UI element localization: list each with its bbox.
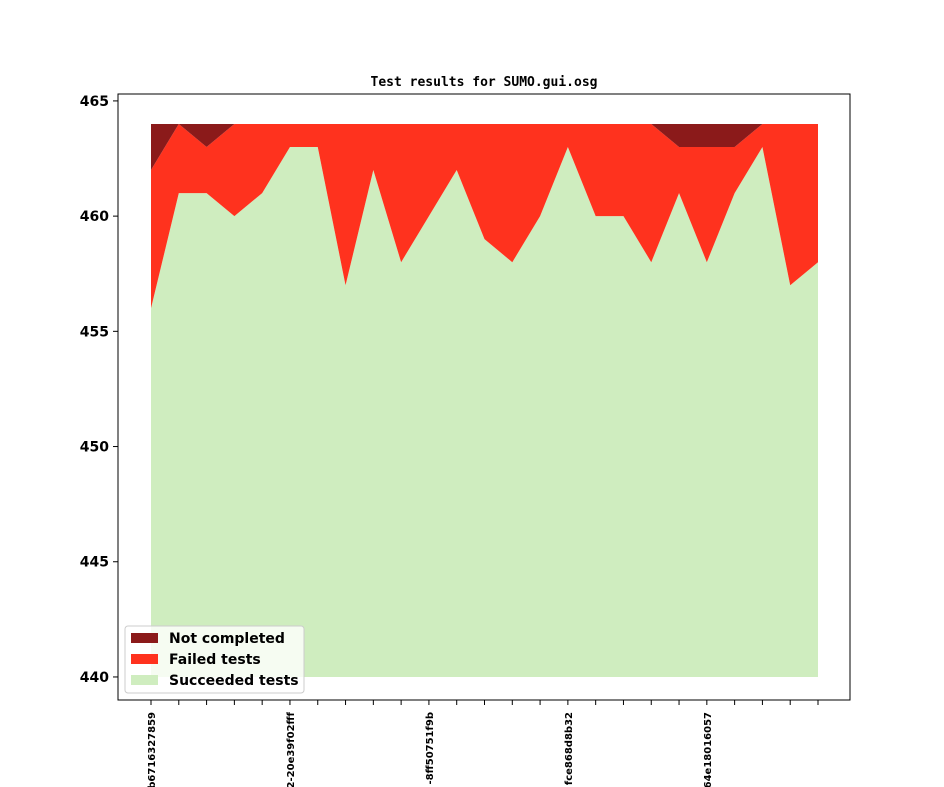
area-succeeded-tests [151, 146, 818, 677]
x-tick-label: -8ff50751f9b [425, 712, 436, 784]
x-tick-label: b6716327859 [147, 712, 158, 787]
chart-title: Test results for SUMO.gui.osg [371, 75, 598, 90]
legend: Not completed Failed tests Succeeded tests [124, 625, 305, 694]
x-axis: b6716327859 2-20e39f02fff -8ff50751f9b fce8… [147, 700, 819, 787]
x-tick-label: 64e18016057 [703, 712, 714, 787]
y-axis: 440 445 450 455 460 465 [80, 94, 118, 686]
plot-area [151, 123, 818, 677]
plot-frame [117, 93, 851, 701]
y-tick-label: 455 [80, 324, 109, 340]
x-tick-label: 2-20e39f02fff [286, 711, 297, 787]
y-tick-label: 450 [80, 440, 109, 456]
area-failed-tests [151, 123, 818, 309]
legend-label-failed-tests: Failed tests [169, 652, 261, 668]
legend-swatch-not-completed [131, 633, 158, 643]
y-tick-label: 440 [80, 670, 109, 686]
legend-swatch-succeeded-tests [131, 675, 158, 685]
y-tick-label: 460 [80, 209, 109, 225]
y-tick-label: 445 [80, 555, 109, 571]
legend-label-not-completed: Not completed [169, 631, 285, 647]
legend-box [124, 625, 305, 694]
legend-swatch-failed-tests [131, 654, 158, 664]
legend-label-succeeded-tests: Succeeded tests [169, 673, 299, 689]
x-tick-label: fce868d8b32 [564, 712, 575, 785]
y-tick-label: 465 [80, 94, 109, 110]
area-not-completed [151, 123, 818, 171]
